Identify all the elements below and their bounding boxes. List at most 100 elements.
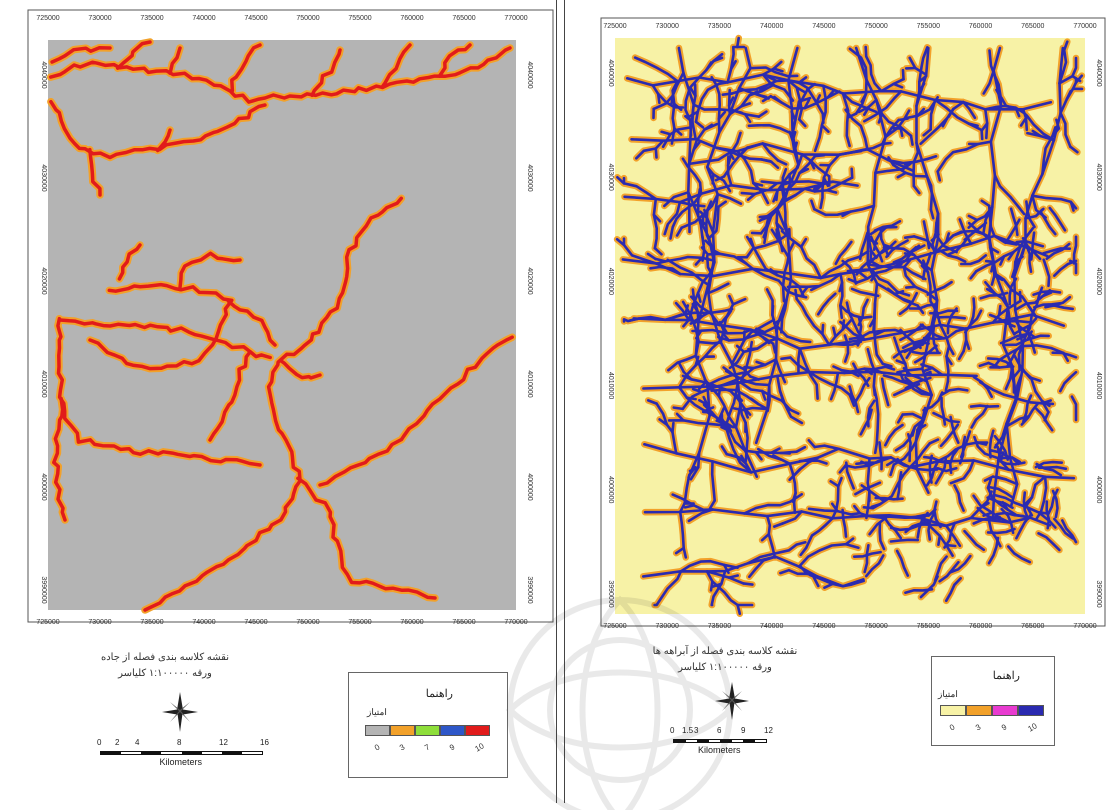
x-tick-label: 745000 (244, 15, 267, 22)
line-feature (798, 349, 799, 373)
line-feature (993, 321, 1032, 323)
x-tick-label: 760000 (400, 15, 423, 22)
line-feature (674, 408, 683, 409)
y-tick-label: 4010000 (40, 370, 47, 397)
legend-value-label: 0 (948, 722, 956, 732)
line-feature (864, 507, 873, 508)
line-feature (971, 406, 998, 407)
legend-value-label: 10 (1026, 721, 1038, 733)
y-tick-label: 3990000 (40, 576, 47, 603)
legend-swatch (940, 705, 966, 716)
y-tick-label: 4020000 (40, 267, 47, 294)
y-tick-label: 3990000 (607, 580, 614, 607)
x-tick-label: 745000 (812, 23, 835, 30)
x-tick-label: 770000 (504, 619, 527, 626)
x-tick-label: 745000 (244, 619, 267, 626)
y-tick-label: 4030000 (40, 164, 47, 191)
scale-bar-segments (673, 739, 767, 743)
line-feature (1039, 467, 1066, 469)
x-tick-label: 725000 (36, 619, 59, 626)
scale-label: 4 (135, 738, 139, 747)
legend-value-label: 9 (448, 742, 456, 752)
x-tick-label: 740000 (760, 23, 783, 30)
x-tick-label: 735000 (140, 619, 163, 626)
x-tick-label: 760000 (400, 619, 423, 626)
y-tick-label: 4040000 (607, 59, 614, 86)
legend-swatch (365, 725, 390, 736)
legend-subtitle: امتیاز (938, 689, 958, 700)
y-tick-label: 4010000 (526, 370, 533, 397)
legend-swatch (415, 725, 440, 736)
y-tick-label: 4000000 (526, 473, 533, 500)
legend-swatch (992, 705, 1018, 716)
x-tick-label: 750000 (864, 23, 887, 30)
legend-value-label: 0 (373, 742, 381, 752)
map-subtitle: ورقه ۱:۱۰۰۰۰۰ کلیاسر (625, 662, 825, 673)
x-tick-label: 760000 (969, 23, 992, 30)
legend-box: راهنما امتیاز 0 3 9 10 (931, 656, 1055, 746)
x-tick-label: 765000 (452, 15, 475, 22)
y-tick-label: 4040000 (40, 61, 47, 88)
x-tick-label: 765000 (1021, 623, 1044, 630)
scale-label: 3 (694, 726, 698, 735)
scale-label: 0 (670, 726, 674, 735)
line-feature (693, 290, 694, 299)
scale-label: 9 (741, 726, 745, 735)
line-feature (782, 358, 791, 359)
line-feature (737, 38, 739, 47)
line-feature (913, 352, 940, 354)
scale-unit: Kilometers (698, 745, 741, 755)
line-feature (656, 149, 657, 158)
line-feature (903, 70, 904, 79)
legend-swatch (966, 705, 992, 716)
x-tick-label: 760000 (969, 623, 992, 630)
map-subtitle: ورقه ۱:۱۰۰۰۰۰ کلیاسر (60, 668, 270, 679)
x-tick-label: 755000 (917, 23, 940, 30)
x-tick-label: 770000 (1073, 623, 1096, 630)
legend-value-label: 9 (1000, 722, 1008, 732)
x-tick-label: 770000 (1073, 23, 1096, 30)
line-feature (815, 155, 824, 156)
legend-swatch (1018, 705, 1044, 716)
y-tick-label: 4030000 (607, 164, 614, 191)
scale-label: 2 (115, 738, 119, 747)
legend-value-label: 7 (423, 742, 431, 752)
x-tick-label: 725000 (36, 15, 59, 22)
x-tick-label: 755000 (348, 619, 371, 626)
line-feature (796, 290, 797, 299)
x-tick-label: 740000 (760, 623, 783, 630)
legend-subtitle: امتیاز (367, 707, 387, 718)
scale-label: 1.5 (682, 726, 693, 735)
x-tick-label: 730000 (88, 15, 111, 22)
line-feature (801, 341, 810, 342)
line-feature (852, 169, 853, 178)
x-tick-label: 730000 (656, 623, 679, 630)
legend-title: راهنما (426, 687, 453, 700)
legend-swatch (440, 725, 465, 736)
x-tick-label: 750000 (864, 623, 887, 630)
north-arrow-icon (713, 680, 751, 722)
scale-label: 6 (717, 726, 721, 735)
scale-label: 0 (97, 738, 101, 747)
line-feature (891, 540, 918, 542)
x-tick-label: 730000 (656, 23, 679, 30)
line-feature (723, 94, 732, 95)
legend-title: راهنما (993, 669, 1020, 682)
legend-value-label: 3 (974, 722, 982, 732)
x-tick-label: 730000 (88, 619, 111, 626)
line-feature (911, 136, 913, 145)
line-feature (749, 125, 758, 126)
scale-label: 12 (219, 738, 228, 747)
scale-label: 8 (177, 738, 181, 747)
y-tick-label: 4010000 (1095, 372, 1102, 399)
x-tick-label: 755000 (917, 623, 940, 630)
x-tick-label: 755000 (348, 15, 371, 22)
y-tick-label: 4000000 (1095, 476, 1102, 503)
line-feature (905, 236, 914, 237)
line-feature (743, 583, 752, 584)
map-title: نقشه کلاسه بندی فصله از آبراهه ها (625, 646, 825, 657)
